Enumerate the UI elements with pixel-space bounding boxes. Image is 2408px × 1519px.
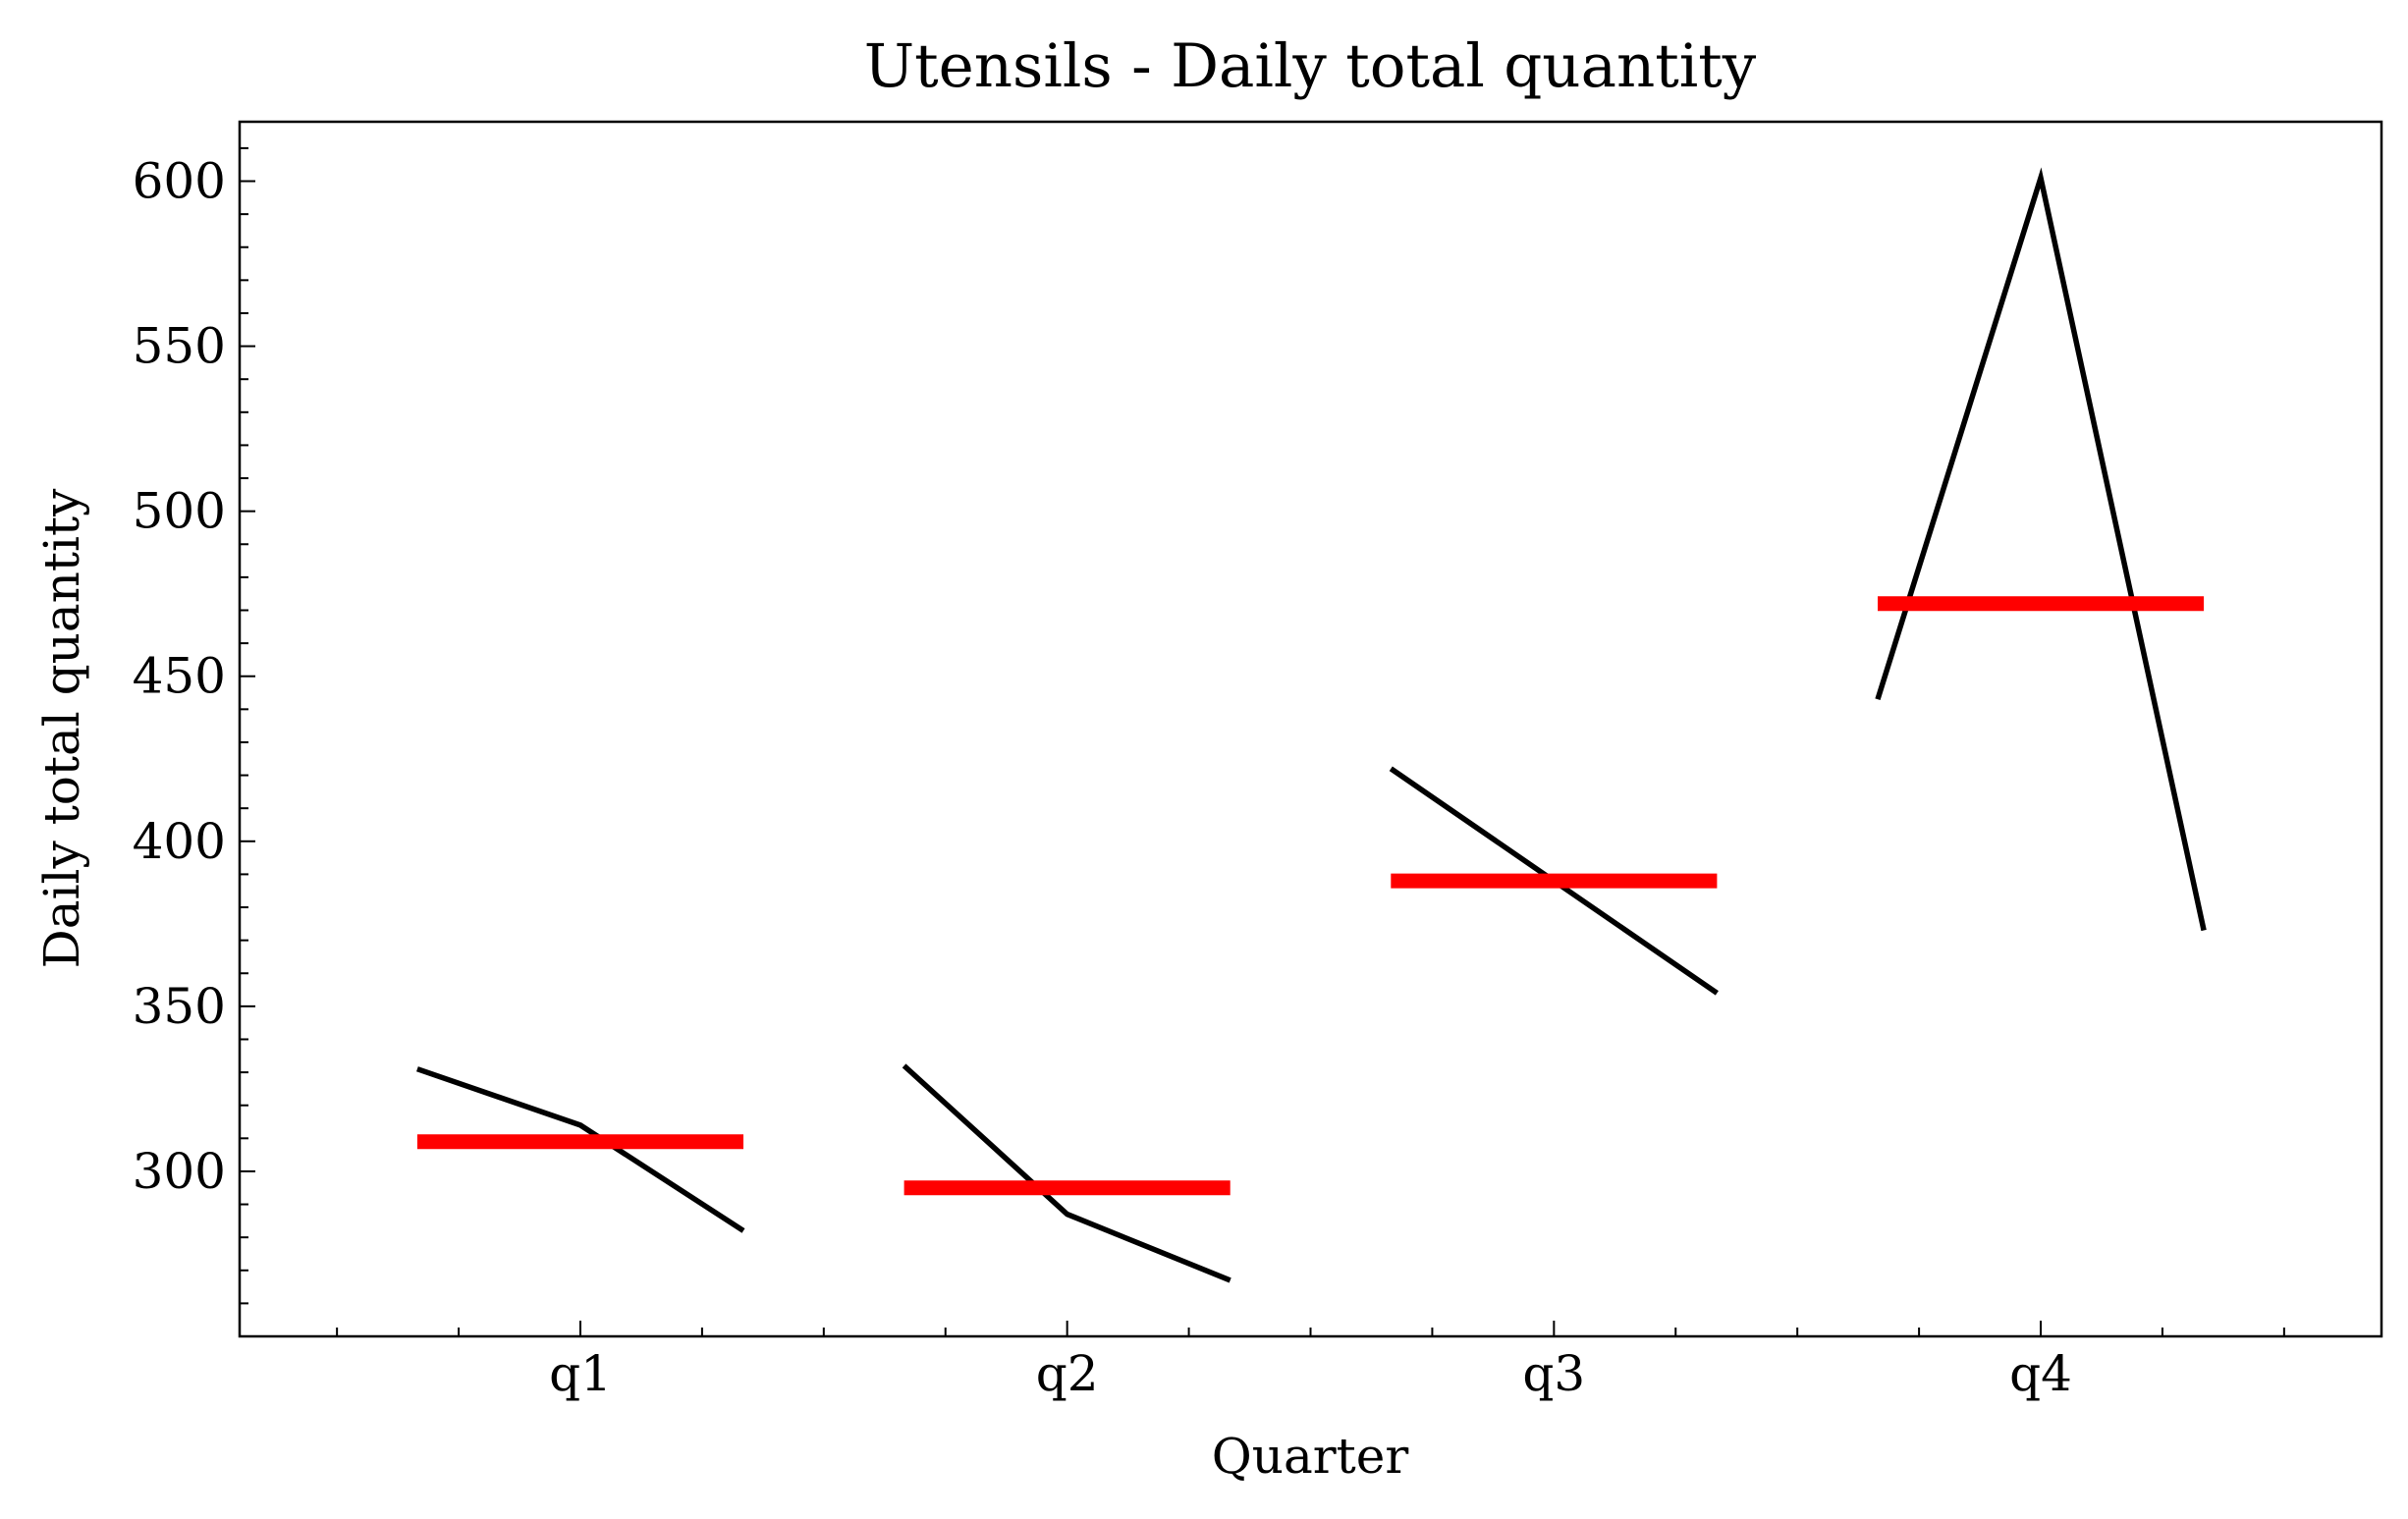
y-tick-label: 400 [133,813,226,870]
x-tick-label-q2: q2 [1036,1345,1099,1402]
x-tick-label-q1: q1 [549,1345,612,1402]
y-tick-label: 300 [133,1143,226,1200]
marks-layer [416,167,2207,1283]
y-tick-label: 550 [133,318,226,375]
y-axis-title: Daily total quantity [33,488,90,968]
y-tick-label: 350 [133,978,226,1035]
series-line-q4 [1875,167,2207,932]
chart-title: Utensils - Daily total quantity [864,31,1757,101]
ticks-layer: 300 350 400 450 500 550 600 q1 q2 q3 q4 [133,146,2285,1402]
series-line-q1 [416,1066,745,1233]
series-line-q2 [902,1063,1231,1283]
y-tick-label: 600 [133,153,226,210]
y-tick-label: 450 [133,648,226,705]
y-tick-label: 500 [133,483,226,540]
x-axis-title: Quarter [1212,1428,1409,1485]
x-tick-label-q3: q3 [1522,1345,1585,1402]
x-tick-label-q4: q4 [2009,1345,2072,1402]
